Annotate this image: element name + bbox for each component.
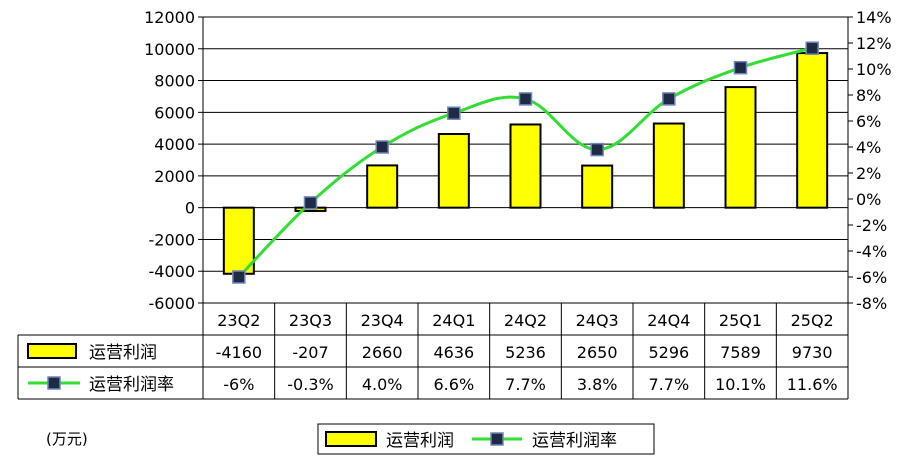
bar: [437, 133, 470, 209]
right-tick-label: 12%: [856, 34, 892, 53]
category-label: 24Q1: [432, 311, 475, 330]
category-label: 23Q4: [361, 311, 404, 330]
left-tick-label: -2000: [149, 230, 196, 249]
legend-line-label: 运营利润率: [532, 431, 617, 451]
left-axis: -6000 -4000 -2000 0 2000 4000 6000 8000 10000 120…: [144, 8, 204, 313]
right-tick-label: 14%: [856, 8, 892, 27]
right-tick-label: -6%: [856, 268, 887, 287]
bar: [796, 52, 829, 209]
bar-value-label: 2650: [577, 343, 618, 362]
bar-series: [222, 52, 829, 275]
line-marker: [662, 92, 676, 106]
bar-value-label: 4636: [433, 343, 474, 362]
category-label: 23Q2: [217, 311, 260, 330]
bar-value-label: 9730: [792, 343, 833, 362]
left-tick-label: 10000: [144, 40, 195, 59]
line-marker: [518, 92, 533, 106]
table-bar-swatch: [27, 343, 77, 359]
line-value-label: 10.1%: [715, 375, 766, 394]
line-marker: [805, 41, 819, 55]
left-tick-label: 2000: [154, 167, 195, 186]
category-label: 24Q2: [504, 311, 547, 330]
left-tick-label: 8000: [154, 72, 195, 91]
bar-value-label: 2660: [362, 343, 403, 362]
line-series: [232, 41, 819, 284]
table-bar-series-name: 运营利润: [89, 343, 157, 363]
left-tick-label: -4000: [149, 262, 196, 281]
right-tick-label: 0%: [856, 190, 881, 209]
data-table: 23Q2 23Q3 23Q4 24Q1 24Q2 24Q3 24Q4 25Q1 25Q2 运营利润…: [17, 302, 849, 400]
right-tick-label: -8%: [856, 294, 887, 313]
line-value-label: 7.7%: [505, 375, 546, 394]
bar: [724, 86, 757, 209]
category-label: 24Q3: [576, 311, 619, 330]
bar: [222, 206, 255, 275]
legend-bar-swatch: [325, 431, 377, 447]
left-tick-label: -6000: [149, 294, 196, 313]
line-value-label: 6.6%: [434, 375, 475, 394]
right-tick-label: -4%: [856, 242, 887, 261]
bar-value-label: 5296: [648, 343, 689, 362]
category-label: 25Q2: [791, 311, 834, 330]
left-tick-label: 0: [185, 199, 195, 218]
bar: [581, 164, 614, 209]
legend: 运营利润 运营利润率: [317, 423, 655, 455]
left-tick-label: 6000: [154, 103, 195, 122]
line-marker: [303, 196, 318, 210]
unit-label: (万元): [46, 430, 88, 448]
left-tick-label: 4000: [154, 135, 195, 154]
category-label: 25Q1: [719, 311, 762, 330]
category-label: 23Q3: [289, 311, 332, 330]
left-tick-label: 12000: [144, 8, 195, 27]
line-value-label: 11.6%: [787, 375, 838, 394]
bar-value-label: -4160: [216, 343, 263, 362]
line-marker: [590, 142, 604, 157]
line-value-label: -0.3%: [287, 375, 333, 394]
bar-value-label: 7589: [720, 343, 761, 362]
right-tick-label: 6%: [856, 112, 881, 131]
table-line-marker: [47, 376, 61, 390]
line-value-label: -6%: [223, 375, 254, 394]
right-tick-label: 2%: [856, 164, 881, 183]
legend-bar-label: 运营利润: [386, 431, 454, 451]
right-axis: -8% -6% -4% -2% 0% 2% 4% 6% 8% 10% 12% 14%: [847, 8, 892, 313]
line-marker: [447, 106, 461, 120]
line-marker: [375, 140, 389, 154]
legend-line-marker: [490, 432, 504, 446]
right-tick-label: 4%: [856, 138, 881, 157]
line-marker: [232, 270, 246, 284]
right-tick-label: -2%: [856, 216, 887, 235]
table-line-series-name: 运营利润率: [89, 375, 174, 395]
bar: [652, 122, 685, 209]
right-tick-label: 8%: [856, 86, 881, 105]
right-tick-label: 10%: [856, 60, 892, 79]
line-value-label: 4.0%: [362, 375, 403, 394]
line-value-label: 3.8%: [577, 375, 618, 394]
line-value-label: 7.7%: [649, 375, 690, 394]
line-marker: [733, 60, 748, 75]
bar-value-label: 5236: [505, 343, 546, 362]
bar-value-label: -207: [292, 343, 328, 362]
category-label: 24Q4: [647, 311, 690, 330]
bar: [509, 123, 542, 209]
bar: [366, 164, 399, 209]
